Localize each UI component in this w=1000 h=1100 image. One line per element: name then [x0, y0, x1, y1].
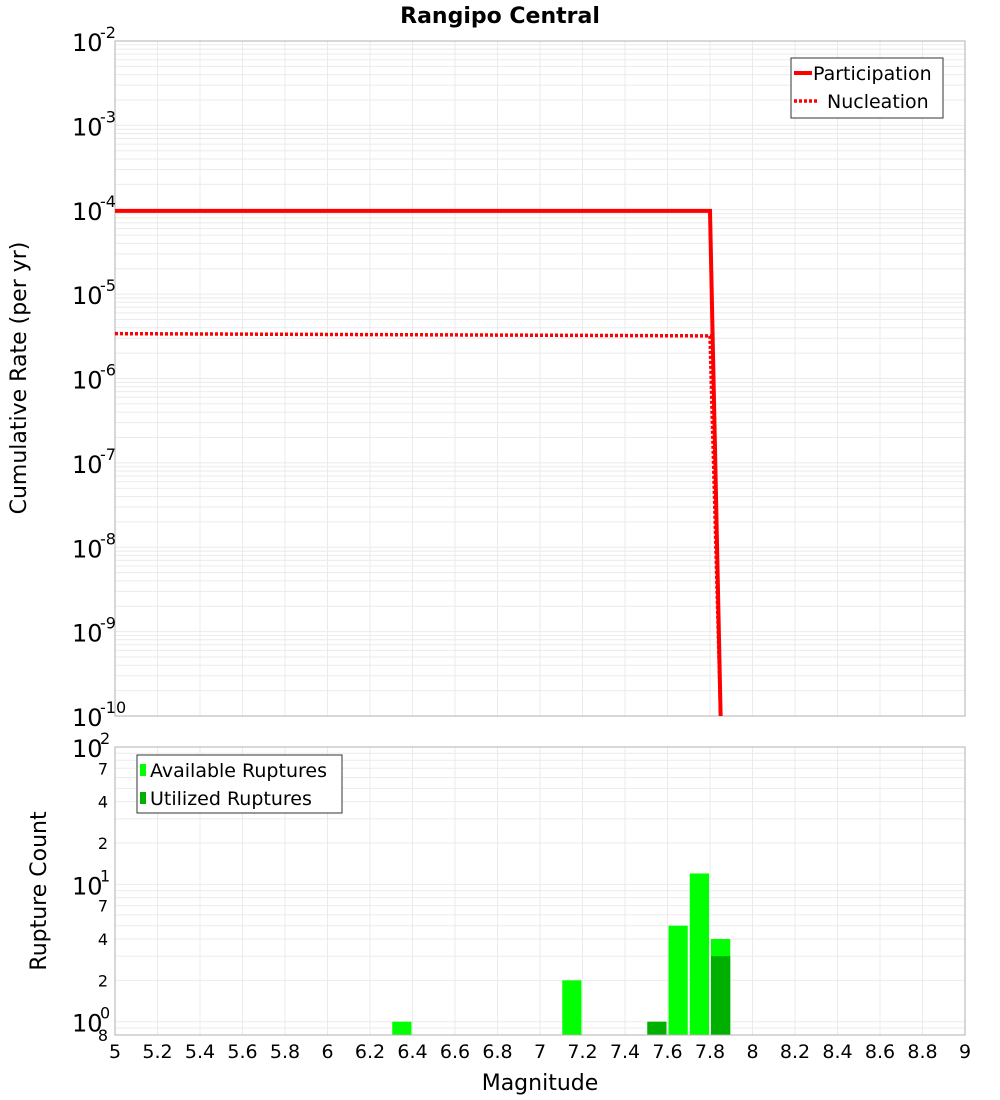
- x-tick-label: 5.6: [227, 1041, 257, 1063]
- top-series: [114, 208, 723, 717]
- y-minor-tick-label: 8: [98, 1026, 108, 1045]
- x-tick-label: 7: [534, 1041, 546, 1063]
- y-tick-exponent: -6: [100, 361, 116, 380]
- x-tick-label: 6.8: [482, 1041, 512, 1063]
- nucleation-line: [114, 331, 723, 717]
- y-tick-exponent: 1: [100, 866, 110, 885]
- x-tick-label: 6.4: [397, 1041, 427, 1063]
- y-tick-label: 10: [72, 620, 103, 648]
- top-legend-box: [790, 57, 944, 119]
- bottom-bars: [392, 873, 731, 1035]
- x-tick-label: 8.4: [822, 1041, 852, 1063]
- y-tick-label: 10: [72, 282, 103, 310]
- x-tick-label: 7.2: [567, 1041, 597, 1063]
- bottom-plot-frame: [114, 746, 966, 1036]
- x-axis-label: Magnitude: [482, 1071, 599, 1096]
- x-tick-label: 8: [746, 1041, 758, 1063]
- utilized-ruptures-bar: [647, 1021, 667, 1035]
- y-tick-label: 10: [72, 735, 103, 763]
- bottom-legend-box: [136, 754, 343, 814]
- x-tick-label: 5.2: [142, 1041, 172, 1063]
- y-tick-label: 10: [72, 29, 103, 57]
- y-minor-tick-label: 7: [98, 759, 108, 778]
- x-tick-label: 7.4: [610, 1041, 640, 1063]
- bottom-legend: Available Ruptures Utilized Ruptures: [136, 754, 343, 814]
- y-tick-exponent: -10: [100, 698, 126, 717]
- x-tick-label: 9: [959, 1041, 971, 1063]
- y-tick-label: 10: [72, 704, 103, 732]
- y-tick-exponent: -3: [100, 107, 116, 126]
- nucleation-legend-label: Nucleation: [827, 91, 929, 113]
- available-legend-swatch: [140, 764, 146, 776]
- y-tick-label: 10: [72, 367, 103, 395]
- chart-title: Rangipo Central: [400, 4, 600, 29]
- y-tick-label: 10: [72, 1010, 103, 1038]
- x-axis-ticks: 5 5.2 5.4 5.6 5.8 6 6.2 6.4 6.6 6.8 7 7.2 7.4 7.6 7.8 8…: [109, 1041, 971, 1063]
- available-legend-label: Available Ruptures: [150, 760, 327, 782]
- bottom-y-axis-label: Rupture Count: [27, 811, 52, 971]
- x-tick-label: 8.6: [865, 1041, 895, 1063]
- top-y-axis-label: Cumulative Rate (per yr): [7, 242, 32, 515]
- y-minor-tick-label: 4: [98, 793, 108, 812]
- x-tick-label: 7.8: [695, 1041, 725, 1063]
- y-minor-tick-label: 4: [98, 930, 108, 949]
- x-tick-label: 5.8: [270, 1041, 300, 1063]
- available-ruptures-bar: [562, 980, 582, 1035]
- y-minor-tick-label: 2: [98, 971, 108, 990]
- y-minor-tick-label: 7: [98, 897, 108, 916]
- y-tick-label: 10: [72, 113, 103, 141]
- available-ruptures-bar: [392, 1021, 412, 1035]
- y-tick-label: 10: [72, 198, 103, 226]
- y-tick-label: 10: [72, 872, 103, 900]
- x-tick-label: 6: [321, 1041, 333, 1063]
- y-tick-exponent: -5: [100, 276, 116, 295]
- x-tick-label: 6.2: [355, 1041, 385, 1063]
- y-tick-label: 10: [72, 535, 103, 563]
- y-minor-tick-label: 2: [98, 834, 108, 853]
- y-tick-label: 10: [72, 451, 103, 479]
- x-tick-label: 6.6: [440, 1041, 470, 1063]
- y-tick-exponent: -4: [100, 192, 116, 211]
- top-plot-frame: [114, 40, 966, 717]
- y-tick-exponent: 0: [100, 1004, 110, 1023]
- available-ruptures-bar: [689, 873, 709, 1035]
- top-legend: Participation Nucleation: [790, 57, 944, 119]
- x-tick-label: 8.8: [907, 1041, 937, 1063]
- utilized-legend-label: Utilized Ruptures: [150, 788, 312, 810]
- x-tick-label: 7.6: [652, 1041, 682, 1063]
- y-tick-exponent: -7: [100, 445, 116, 464]
- x-tick-label: 5.4: [185, 1041, 215, 1063]
- top-grid: [114, 41, 966, 717]
- y-tick-exponent: 2: [100, 729, 110, 748]
- available-ruptures-bar: [668, 925, 688, 1035]
- x-tick-label: 5: [109, 1041, 121, 1063]
- y-tick-exponent: -9: [100, 614, 116, 633]
- utilized-ruptures-bar: [711, 956, 731, 1035]
- y-tick-exponent: -8: [100, 529, 116, 548]
- top-y-axis-ticks: 10-210-310-410-510-610-710-810-910-10: [72, 23, 126, 732]
- x-tick-label: 8.2: [780, 1041, 810, 1063]
- y-tick-exponent: -2: [100, 23, 116, 42]
- top-plot-area: 10-210-310-410-510-610-710-810-910-10 Cu…: [7, 23, 966, 732]
- participation-legend-label: Participation: [813, 63, 932, 85]
- utilized-legend-swatch: [140, 792, 146, 804]
